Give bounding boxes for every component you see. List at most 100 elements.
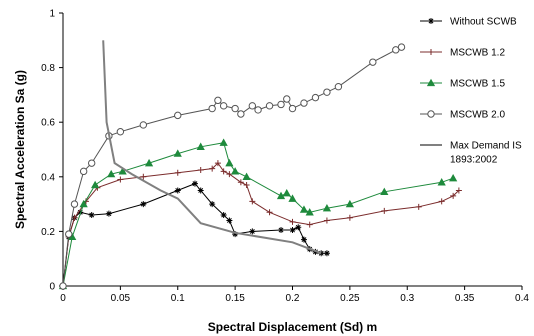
y-axis-label: Spectral Acceleration Sa (g): [13, 70, 27, 229]
data-point: [116, 128, 125, 136]
data-point: [323, 88, 331, 96]
data-point: [65, 230, 73, 238]
series-2: [60, 160, 462, 289]
data-point: [237, 110, 245, 118]
data-point: [288, 194, 297, 202]
data-point: [220, 212, 227, 219]
legend-item-2: MSCWB 1.2: [420, 48, 505, 59]
data-point: [283, 95, 291, 103]
data-point: [346, 214, 353, 221]
data-point: [277, 100, 285, 109]
data-point: [300, 236, 307, 243]
x-tick-label: 0.1: [171, 293, 185, 304]
data-point: [278, 227, 285, 234]
data-point: [219, 138, 228, 146]
data-point: [306, 221, 313, 228]
data-point: [197, 166, 204, 173]
plot-area: [58, 40, 462, 290]
x-tick-label: 0.35: [455, 293, 475, 304]
data-point: [289, 218, 296, 225]
data-point: [289, 227, 296, 234]
data-point: [219, 102, 228, 110]
x-axis-label: Spectral Displacement (Sd) m: [208, 320, 377, 334]
data-point: [87, 159, 96, 167]
data-point: [392, 46, 400, 54]
data-point: [140, 201, 147, 208]
data-point: [242, 172, 251, 180]
data-point: [455, 187, 462, 194]
x-tick-label: 0.4: [515, 293, 529, 304]
y-tick-label: 0: [49, 282, 55, 293]
legend-marker: [428, 18, 434, 24]
data-point: [208, 104, 216, 113]
y-tick-label: 0.4: [41, 172, 55, 183]
data-point: [437, 178, 446, 186]
data-point: [174, 111, 182, 120]
x-tick-label: 0.25: [340, 293, 360, 304]
data-point: [334, 83, 343, 91]
series-4: [59, 43, 406, 290]
data-point: [311, 93, 320, 102]
x-tick-label: 0.3: [400, 293, 414, 304]
data-point: [220, 168, 227, 175]
data-point: [174, 187, 181, 194]
data-point: [70, 200, 79, 208]
x-tick-label: 0.15: [225, 293, 245, 304]
data-point: [118, 167, 127, 175]
data-point: [79, 167, 88, 176]
data-point: [174, 169, 181, 176]
series-2-line: [62, 162, 460, 287]
legend-label: MSCWB 2.0: [450, 110, 505, 121]
series-5: [102, 40, 322, 255]
series-3-line: [62, 142, 454, 287]
legend-marker: [428, 49, 434, 55]
data-point: [243, 181, 250, 188]
x-tick-label: 0: [60, 293, 66, 304]
data-point: [397, 43, 406, 51]
data-point: [265, 102, 274, 110]
series-1: [60, 180, 330, 289]
data-point: [300, 99, 308, 107]
data-point: [237, 179, 244, 186]
data-point: [276, 191, 286, 200]
x-tick-label: 0.05: [111, 293, 131, 304]
data-point: [318, 250, 325, 257]
data-point: [249, 228, 256, 235]
data-point: [77, 209, 84, 216]
y-tick-label: 0.8: [41, 63, 55, 74]
y-tick-label: 0.2: [41, 227, 55, 238]
data-point: [71, 214, 78, 221]
data-point: [305, 208, 314, 216]
legend-label: MSCWB 1.2: [450, 48, 505, 59]
data-point: [288, 104, 297, 113]
legend-label: Max Demand IS 1893:2002: [450, 141, 522, 166]
data-point: [438, 198, 445, 205]
data-point: [79, 199, 88, 208]
data-point: [232, 231, 239, 238]
legend-marker: [426, 78, 436, 87]
y-tick-label: 0.6: [41, 118, 55, 129]
legend-label: MSCWB 1.5: [450, 79, 505, 90]
data-point: [381, 207, 388, 214]
y-tick-label: 1: [49, 9, 55, 20]
data-point: [173, 149, 182, 157]
data-point: [226, 217, 233, 224]
data-point: [214, 96, 222, 105]
legend-item-4: MSCWB 2.0: [420, 110, 505, 121]
data-point: [369, 58, 377, 66]
data-point: [105, 210, 112, 217]
data-point: [196, 142, 205, 150]
data-point: [59, 282, 67, 290]
data-point: [140, 173, 147, 180]
series-3: [58, 138, 458, 290]
series-5-line: [102, 40, 322, 255]
data-point: [209, 201, 216, 208]
data-point: [139, 121, 148, 129]
axes: 0 0.05 0.1 0.15 0.2 0.25 0.3 0.35 0.4 0 0.2 0.4 0.6 0…: [41, 9, 529, 305]
data-point: [450, 192, 457, 199]
data-point: [191, 180, 198, 187]
series-1-line: [62, 183, 327, 287]
data-point: [249, 198, 256, 205]
